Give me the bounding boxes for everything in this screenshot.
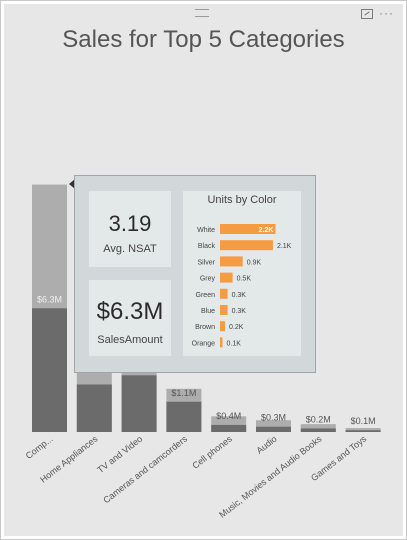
color-category-label: Black: [198, 243, 216, 250]
units-by-color-panel: Units by Color White 2.2K Black 2.1K Silver 0…: [183, 191, 301, 356]
units-value-label: 0.5K: [237, 276, 252, 283]
bar-total[interactable]: [345, 428, 381, 432]
color-category-label: Green: [196, 292, 216, 299]
units-value-label: 2.1K: [277, 243, 292, 250]
bar-total[interactable]: [300, 424, 336, 432]
report-tooltip: 3.19 Avg. NSAT $6.3M SalesAmount Units b…: [74, 175, 316, 373]
bar-data-label: $6.3M: [37, 294, 62, 304]
color-category-label: Orange: [192, 340, 215, 347]
bar-data-label: $1.1M: [171, 388, 196, 398]
units-bar: [220, 272, 233, 283]
sales-value: $6.3M: [96, 298, 164, 325]
tooltip-pointer: [69, 179, 75, 189]
bar-data-label: $0.1M: [351, 416, 376, 426]
focus-mode-icon[interactable]: [361, 9, 373, 19]
bar-data-label: $0.3M: [261, 413, 286, 423]
nsat-label: Avg. NSAT: [103, 243, 157, 255]
more-options-icon[interactable]: ···: [379, 6, 394, 20]
units-chart-title: Units by Color: [207, 194, 277, 206]
units-bar: [220, 240, 273, 251]
color-category-label: White: [197, 227, 215, 234]
x-axis-tick-label: Cameras and camcorders: [101, 433, 189, 505]
color-category-label: Silver: [197, 259, 215, 266]
bar-highlight[interactable]: [256, 426, 291, 432]
color-category-label: Blue: [201, 308, 215, 315]
units-bar: [220, 288, 228, 299]
bar-highlight[interactable]: [121, 375, 157, 432]
units-bar-chart: White 2.2K Black 2.1K Silver 0.9K Grey 0.5K Gree…: [192, 224, 292, 348]
units-bar: [220, 337, 223, 348]
bar-highlight[interactable]: [76, 384, 112, 432]
x-axis-tick-label: Audio: [254, 434, 278, 456]
units-value-label: 0.2K: [229, 324, 244, 331]
units-value-label: 0.3K: [232, 308, 247, 315]
nsat-card: 3.19 Avg. NSAT: [89, 191, 171, 267]
bar-highlight[interactable]: [166, 401, 202, 432]
sales-card: $6.3M SalesAmount: [89, 280, 171, 356]
chart-title: Sales for Top 5 Categories: [62, 26, 345, 53]
units-bar: [220, 224, 276, 234]
x-axis-tick-label: Cell phones: [190, 433, 234, 470]
units-bar: [220, 305, 228, 315]
bar-highlight[interactable]: [211, 424, 247, 432]
units-bar: [220, 321, 226, 332]
sales-label: SalesAmount: [97, 334, 163, 346]
units-value-label: 0.9K: [247, 259, 262, 266]
drag-handle-icon[interactable]: [195, 9, 209, 17]
bar-data-label: $0.2M: [306, 414, 331, 424]
bar-highlight[interactable]: [300, 428, 336, 432]
nsat-value: 3.19: [108, 211, 152, 236]
units-value-label: 0.3K: [232, 292, 247, 299]
bar-total[interactable]: [256, 420, 291, 432]
color-category-label: Grey: [200, 276, 216, 283]
units-value-label: 0.1K: [227, 340, 242, 347]
x-axis-tick-label: Comp...: [24, 434, 55, 461]
units-bar: [220, 256, 243, 267]
units-value-label: 2.2K: [259, 227, 274, 234]
bar-data-label: $0.4M: [216, 411, 241, 421]
bar-highlight[interactable]: [32, 308, 67, 432]
bar-highlight[interactable]: [345, 430, 381, 432]
color-category-label: Brown: [195, 324, 215, 331]
